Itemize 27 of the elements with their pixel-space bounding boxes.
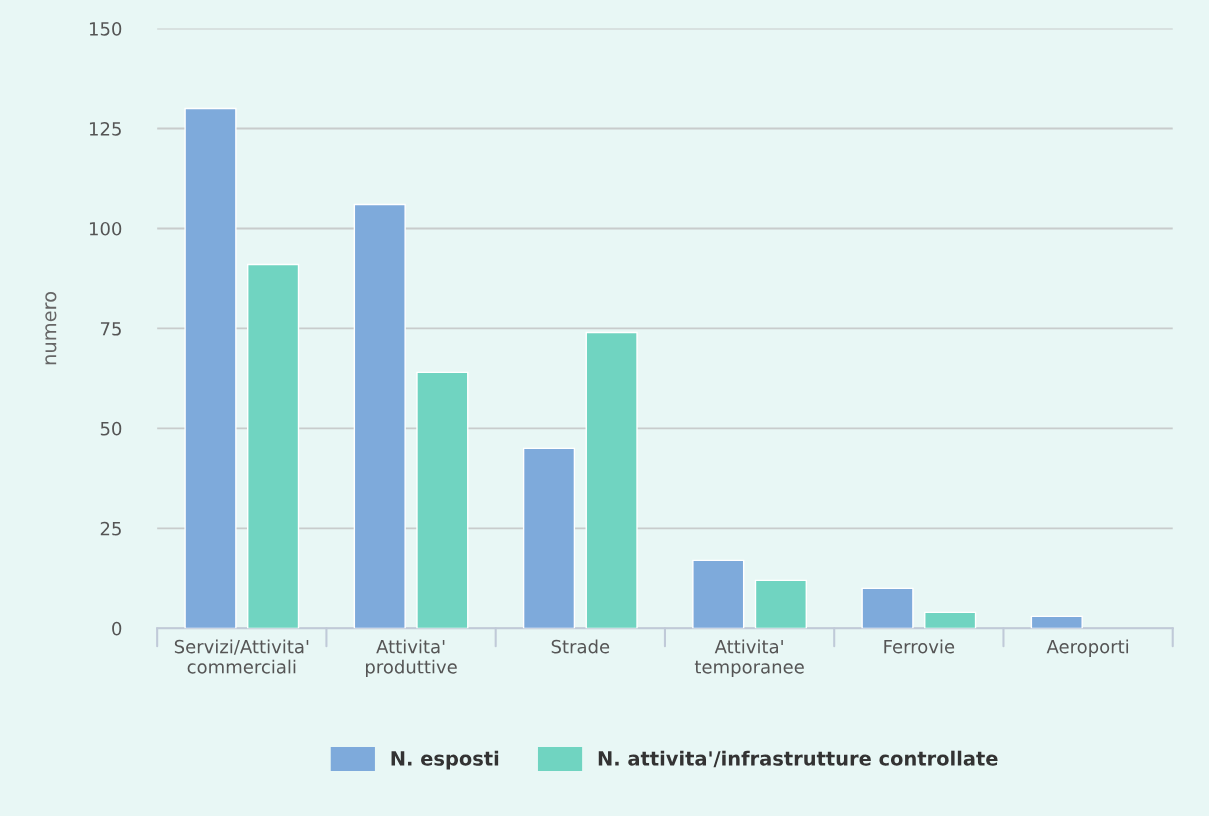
bar <box>924 611 977 629</box>
x-tick-label: Strade <box>551 639 610 654</box>
x-tick-label: Attivita' temporanee <box>694 639 804 678</box>
legend-label: N. esposti <box>391 750 499 770</box>
bar <box>692 559 745 629</box>
x-tick-label: Ferrovie <box>884 639 955 654</box>
y-tick-label: 0 <box>112 621 122 636</box>
bar <box>1030 615 1083 629</box>
bar <box>353 203 406 629</box>
y-tick-label: 25 <box>100 521 121 536</box>
y-tick-label: 150 <box>89 22 122 36</box>
bar <box>522 447 576 629</box>
bar <box>585 331 638 629</box>
y-tick-label: 50 <box>100 421 122 436</box>
y-tick-label: 125 <box>89 121 121 136</box>
x-tick-label: Aeroporti <box>1046 639 1129 657</box>
y-axis-title: numero <box>45 292 57 365</box>
bar <box>184 107 237 629</box>
bar <box>754 579 807 629</box>
legend-label: N. attivita'/infrastrutture controllate <box>598 750 998 768</box>
y-tick-label: 100 <box>89 221 122 236</box>
x-tick-label: Servizi/Attivita' commerciali <box>174 639 309 674</box>
bar <box>247 263 300 629</box>
bar <box>416 371 469 629</box>
x-tick-label: Attivita' produttive <box>366 639 457 678</box>
bar <box>861 587 914 629</box>
y-tick-label: 75 <box>100 322 121 336</box>
